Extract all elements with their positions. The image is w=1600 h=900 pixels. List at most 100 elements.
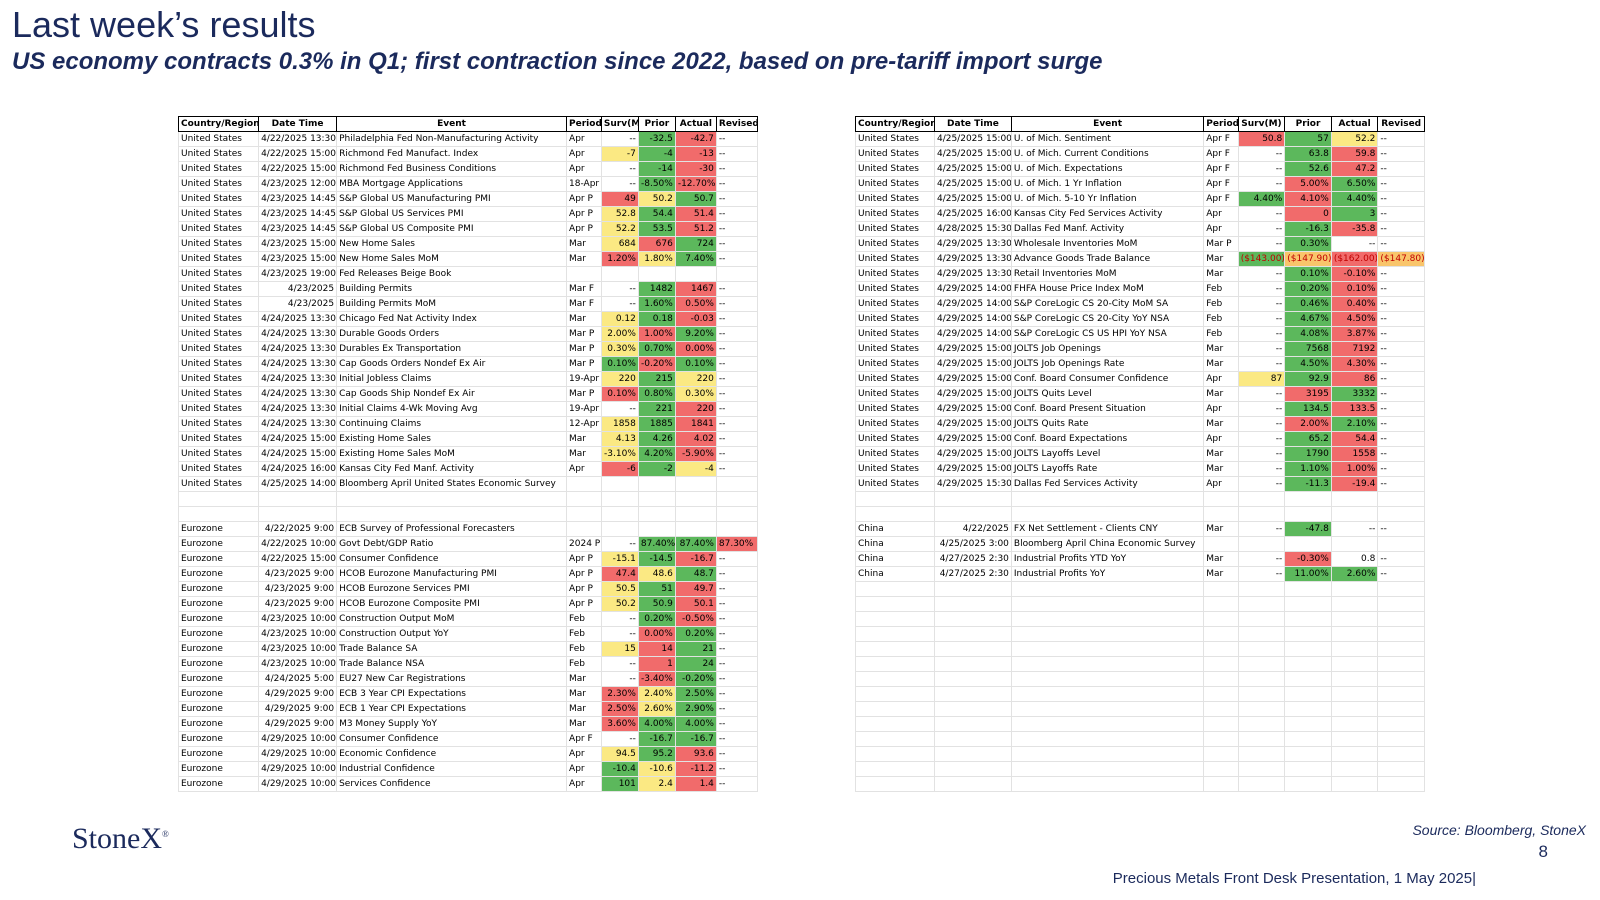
- revised-cell: --: [1377, 551, 1425, 567]
- table-row: China 4/27/2025 2:30 Industrial Profits Yo…: [855, 566, 1425, 582]
- prior-cell: [1284, 671, 1332, 687]
- event-cell: S&P Global US Services PMI: [336, 206, 568, 222]
- survey-cell: [1237, 596, 1286, 612]
- actual-cell: -42.7: [674, 131, 717, 147]
- country-cell: Eurozone: [177, 611, 260, 627]
- revised-cell: 87.30%: [715, 536, 759, 552]
- country-cell: Eurozone: [177, 776, 260, 792]
- event-cell: Advance Goods Trade Balance: [1010, 251, 1205, 267]
- table-row: United States 4/25/2025 15:00 U. of Mich. …: [855, 191, 1425, 207]
- prior-cell: 95.2: [637, 746, 676, 762]
- datetime-cell: 4/23/2025 10:00: [258, 656, 338, 672]
- event-cell: [1010, 641, 1205, 657]
- datetime-cell: 4/29/2025 15:00: [933, 386, 1012, 402]
- column-header: Surv(M): [1237, 116, 1286, 132]
- survey-cell: [1237, 731, 1286, 747]
- datetime-cell: [933, 686, 1012, 702]
- period-cell: [1203, 731, 1239, 747]
- event-cell: Initial Claims 4-Wk Moving Avg: [336, 401, 568, 417]
- event-cell: Bloomberg April United States Economic S…: [336, 476, 568, 492]
- actual-cell: 2.60%: [1330, 566, 1379, 582]
- survey-cell: [600, 506, 639, 522]
- event-cell: Industrial Profits YTD YoY: [1010, 551, 1205, 567]
- prior-cell: 1: [637, 656, 676, 672]
- actual-cell: 0.10%: [674, 356, 717, 372]
- results-table-right: Country/Region Date Time Event Period Surv(M…: [855, 116, 1425, 792]
- event-cell: FHFA House Price Index MoM: [1010, 281, 1205, 297]
- revised-cell: --: [715, 716, 759, 732]
- datetime-cell: 4/25/2025 15:00: [933, 131, 1012, 147]
- table-row: Eurozone 4/29/2025 9:00 ECB 1 Year CPI Exp…: [177, 701, 759, 717]
- prior-cell: 0.70%: [637, 341, 676, 357]
- revised-cell: [1377, 686, 1425, 702]
- country-cell: United States: [177, 446, 260, 462]
- table-row: Eurozone 4/23/2025 9:00 HCOB Eurozone Serv…: [177, 581, 759, 597]
- survey-cell: [1237, 641, 1286, 657]
- prior-cell: 51: [637, 581, 676, 597]
- datetime-cell: 4/24/2025 13:30: [258, 341, 338, 357]
- revised-cell: --: [1377, 131, 1425, 147]
- column-header: Revised: [715, 116, 759, 132]
- event-cell: [1010, 716, 1205, 732]
- survey-cell: -3.10%: [600, 446, 639, 462]
- survey-cell: 4.13: [600, 431, 639, 447]
- prior-cell: [1284, 596, 1332, 612]
- period-cell: Feb: [566, 611, 602, 627]
- survey-cell: 0.10%: [600, 386, 639, 402]
- event-cell: Building Permits MoM: [336, 296, 568, 312]
- country-cell: [855, 701, 935, 717]
- source-note: Source: Bloomberg, StoneX: [1412, 822, 1586, 838]
- country-cell: [855, 776, 935, 792]
- prior-cell: [1284, 686, 1332, 702]
- revised-cell: --: [1377, 191, 1425, 207]
- period-cell: Apr: [566, 461, 602, 477]
- country-cell: United States: [855, 131, 935, 147]
- survey-cell: --: [600, 656, 639, 672]
- prior-cell: [1284, 746, 1332, 762]
- country-cell: China: [855, 566, 935, 582]
- revised-cell: [715, 266, 759, 282]
- country-cell: United States: [177, 341, 260, 357]
- prior-cell: [1284, 491, 1332, 507]
- prior-cell: 7568: [1284, 341, 1332, 357]
- period-cell: Mar: [566, 671, 602, 687]
- prior-cell: 50.2: [637, 191, 676, 207]
- event-cell: Building Permits: [336, 281, 568, 297]
- table-row: United States 4/25/2025 15:00 U. of Mich. …: [855, 131, 1425, 147]
- footer-text: Precious Metals Front Desk Presentation,…: [1112, 870, 1476, 887]
- datetime-cell: 4/24/2025 16:00: [258, 461, 338, 477]
- survey-cell: --: [600, 536, 639, 552]
- country-cell: United States: [855, 161, 935, 177]
- actual-cell: --: [1330, 236, 1379, 252]
- country-cell: China: [855, 536, 935, 552]
- survey-cell: 0.30%: [600, 341, 639, 357]
- revised-cell: --: [715, 566, 759, 582]
- survey-cell: 50.5: [600, 581, 639, 597]
- table-row: United States 4/24/2025 13:30 Initial Jobl…: [177, 371, 759, 387]
- datetime-cell: 4/23/2025 9:00: [258, 566, 338, 582]
- country-cell: Eurozone: [177, 716, 260, 732]
- datetime-cell: 4/25/2025 16:00: [933, 206, 1012, 222]
- prior-cell: 134.5: [1284, 401, 1332, 417]
- table-row: United States 4/24/2025 13:30 Continuing C…: [177, 416, 759, 432]
- country-cell: [855, 746, 935, 762]
- period-cell: Mar P: [1203, 236, 1239, 252]
- event-cell: M3 Money Supply YoY: [336, 716, 568, 732]
- period-cell: Apr: [566, 131, 602, 147]
- revised-cell: --: [1377, 176, 1425, 192]
- prior-cell: 4.20%: [637, 446, 676, 462]
- datetime-cell: 4/29/2025 10:00: [258, 731, 338, 747]
- datetime-cell: 4/29/2025 15:00: [933, 341, 1012, 357]
- survey-cell: 1858: [600, 416, 639, 432]
- survey-cell: --: [600, 671, 639, 687]
- country-cell: United States: [855, 176, 935, 192]
- survey-cell: [1237, 506, 1286, 522]
- table-row: [855, 656, 1425, 672]
- period-cell: Mar: [1203, 446, 1239, 462]
- datetime-cell: 4/29/2025 14:00: [933, 311, 1012, 327]
- actual-cell: -13: [674, 146, 717, 162]
- actual-cell: 1467: [674, 281, 717, 297]
- revised-cell: --: [715, 251, 759, 267]
- table-row: Eurozone 4/29/2025 10:00 Industrial Confid…: [177, 761, 759, 777]
- prior-cell: [1284, 656, 1332, 672]
